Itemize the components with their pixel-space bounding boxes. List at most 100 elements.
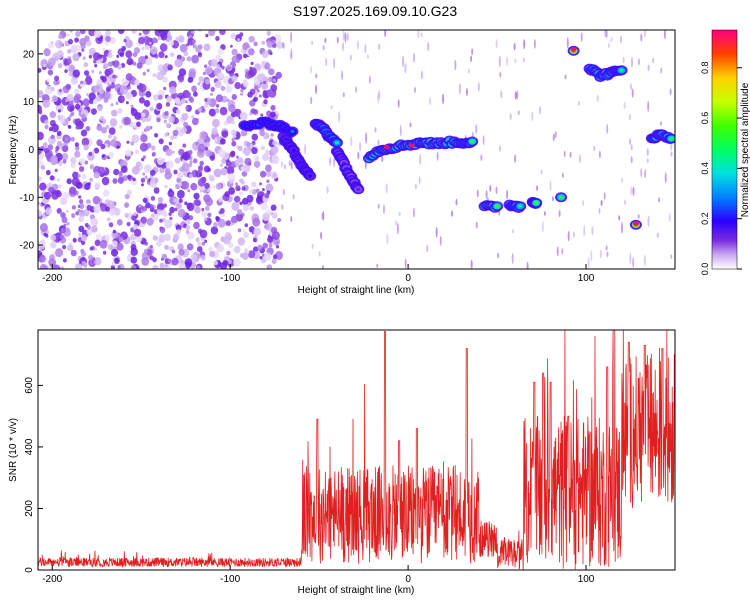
noise-streak [477, 82, 480, 92]
noise-streak [596, 94, 599, 103]
noise-streak [311, 243, 314, 249]
noise-streak [349, 54, 352, 61]
noise-streak [540, 169, 543, 175]
noise-blob [58, 162, 63, 167]
noise-blob [84, 160, 89, 165]
noise-blob [74, 37, 79, 43]
noise-blob [122, 175, 129, 181]
noise-blob [213, 260, 218, 266]
noise-blob [225, 220, 231, 226]
noise-blob [74, 88, 80, 95]
noise-blob [216, 244, 224, 253]
snr-panel: -200 -100 0 100 0 200 400 600 Height of straigh… [8, 329, 676, 596]
noise-blob [154, 133, 159, 138]
noise-blob [255, 188, 260, 193]
noise-blob [199, 160, 204, 166]
noise-blob [215, 94, 223, 103]
noise-blob [238, 237, 244, 243]
noise-streak [567, 230, 570, 242]
noise-blob [152, 264, 159, 269]
noise-streak [640, 33, 643, 42]
noise-blob [235, 182, 238, 186]
noise-streak [631, 56, 633, 68]
noise-streak [643, 254, 646, 267]
noise-blob [234, 82, 241, 90]
noise-blob [252, 237, 257, 243]
noise-blob [146, 217, 154, 226]
noise-blob [65, 83, 71, 90]
noise-blob [112, 178, 118, 184]
noise-streak [329, 156, 332, 166]
noise-streak [630, 156, 633, 164]
noise-streak [350, 136, 353, 147]
noise-blob [120, 165, 128, 173]
noise-blob [69, 114, 72, 118]
snr-x-label: Height of straight line (km) [298, 585, 415, 596]
noise-blob [139, 142, 148, 152]
noise-blob [102, 47, 106, 52]
noise-blob [263, 99, 268, 105]
noise-blob [130, 244, 137, 251]
noise-streak [647, 100, 650, 112]
noise-streak [630, 83, 632, 91]
colorbar-tick-label: 0.2 [700, 212, 710, 225]
noise-blob [63, 223, 67, 227]
noise-blob [119, 125, 123, 129]
noise-streak [420, 32, 423, 38]
noise-blob [146, 68, 150, 73]
signal-track [309, 118, 343, 148]
noise-streak [569, 151, 572, 158]
noise-streak [606, 251, 609, 258]
noise-blob [111, 248, 118, 257]
noise-blob [149, 106, 154, 112]
noise-blob [188, 173, 193, 179]
noise-blob [88, 54, 92, 59]
noise-blob [138, 83, 147, 93]
noise-blob [118, 236, 124, 242]
noise-blob [164, 132, 169, 137]
noise-streak [368, 75, 371, 84]
noise-blob [94, 182, 101, 189]
noise-streak [668, 213, 671, 222]
noise-blob [253, 109, 259, 115]
noise-streak [551, 196, 554, 202]
noise-blob [251, 133, 258, 141]
noise-blob [131, 30, 138, 34]
noise-blob [126, 57, 134, 66]
noise-blob [193, 221, 200, 230]
noise-blob [72, 189, 77, 195]
noise-blob [201, 207, 205, 212]
noise-blob [142, 206, 147, 212]
noise-blob [55, 103, 64, 113]
noise-blob [231, 55, 238, 63]
noise-blob [43, 48, 51, 57]
noise-blob [93, 30, 102, 38]
noise-blob [197, 246, 203, 253]
noise-blob [167, 189, 175, 198]
noise-blob [119, 52, 124, 58]
colorbar-gradient [711, 29, 738, 270]
noise-blob [251, 147, 258, 155]
noise-blob [114, 75, 118, 79]
noise-blob [195, 237, 200, 243]
noise-blob [65, 137, 69, 142]
noise-blob [172, 150, 175, 154]
noise-streak [658, 197, 660, 203]
noise-blob [177, 243, 184, 251]
noise-blob [186, 43, 190, 47]
noise-blob [194, 206, 201, 214]
noise-blob [266, 179, 270, 183]
noise-blob [253, 41, 258, 47]
noise-blob [159, 43, 168, 52]
noise-blob [169, 86, 177, 95]
noise-streak [628, 114, 631, 121]
noise-blob [47, 144, 54, 151]
noise-blob [91, 225, 98, 233]
noise-blob [209, 186, 212, 190]
hot-spot [632, 221, 639, 226]
noise-streak [414, 183, 417, 190]
noise-blob [241, 252, 249, 260]
noise-blob [174, 58, 183, 68]
noise-streak [357, 151, 360, 160]
